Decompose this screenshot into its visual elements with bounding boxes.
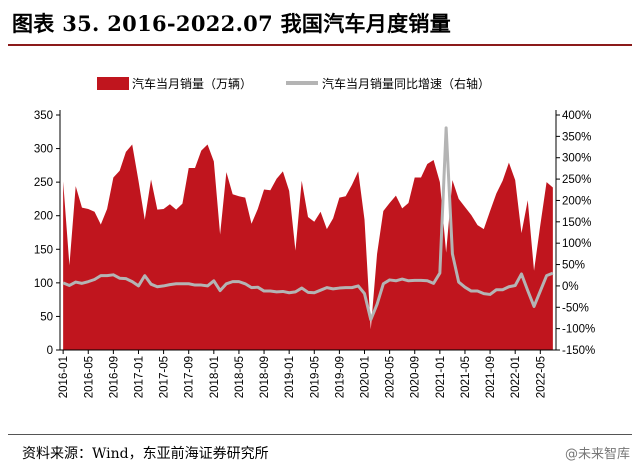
x-axis-tick-label: 2020-01 [360,356,372,398]
left-axis-tick-label: 150 [34,244,53,256]
x-axis-tick-label: 2018-09 [259,356,271,398]
legend-label-yoy: 汽车当月销量同比增速（右轴） [322,76,490,91]
left-axis-tick-label: 300 [34,144,53,156]
chart-title: 图表 35. 2016-2022.07 我国汽车月度销量 [12,11,452,36]
x-axis-tick-label: 2021-01 [435,356,447,398]
x-axis-tick-label: 2022-05 [535,356,547,398]
left-axis-tick-label: 0 [47,345,53,357]
right-axis-tick-label: 400% [562,110,591,122]
left-axis-tick-label: 50 [40,311,53,323]
x-axis-tick-label: 2018-01 [209,356,221,398]
x-axis-tick-label: 2017-09 [184,356,196,398]
x-axis-tick-label: 2017-05 [159,356,171,398]
left-axis-tick-label: 250 [34,177,53,189]
right-axis-tick-label: 300% [562,153,591,165]
watermark-text: @未来智库 [564,447,630,462]
footer-divider [8,434,632,435]
right-axis-tick-label: 200% [562,195,591,207]
x-axis-tick-label: 2017-01 [133,356,145,398]
right-axis-tick-label: 350% [562,131,591,143]
right-axis-tick-label: 250% [562,174,591,186]
x-axis-tick-label: 2016-09 [108,356,120,398]
x-axis-tick-label: 2018-05 [234,356,246,398]
x-axis-tick-label: 2016-01 [58,356,70,398]
left-axis-tick-label: 200 [34,211,53,223]
right-axis-tick-label: -100% [562,324,595,336]
x-axis-tick-label: 2019-05 [309,356,321,398]
x-axis-tick-label: 2019-09 [334,356,346,398]
x-axis-tick-label: 2021-09 [485,356,497,398]
source-note: 资料来源：Wind，东亚前海证券研究所 [22,446,269,462]
x-axis-tick-label: 2021-05 [460,356,472,398]
legend-swatch-sales [97,77,129,90]
right-axis-tick-label: 150% [562,217,591,229]
sales-chart: 汽车当月销量（万辆） 汽车当月销量同比增速（右轴） 0 50 100 150 200 25… [34,76,595,398]
x-axis-tick-label: 2019-01 [284,356,296,398]
x-axis-tick-label: 2016-05 [83,356,95,398]
right-axis-tick-label: -150% [562,345,595,357]
left-axis-tick-label: 350 [34,110,53,122]
chart-legend: 汽车当月销量（万辆） 汽车当月销量同比增速（右轴） [97,76,490,91]
left-axis-tick-label: 100 [34,278,53,290]
right-axis-tick-label: -50% [562,302,589,314]
x-axis-tick-label: 2020-09 [410,356,422,398]
yoy-growth-line [62,126,554,322]
right-axis-tick-label: 50% [562,260,585,272]
sales-area-series [63,144,553,350]
title-divider [8,44,632,46]
right-axis-tick-label: 0% [562,281,579,293]
x-axis-tick-label: 2022-01 [510,356,522,398]
right-axis-tick-label: 100% [562,238,591,250]
legend-label-sales: 汽车当月销量（万辆） [132,76,252,91]
x-axis-tick-label: 2020-05 [385,356,397,398]
